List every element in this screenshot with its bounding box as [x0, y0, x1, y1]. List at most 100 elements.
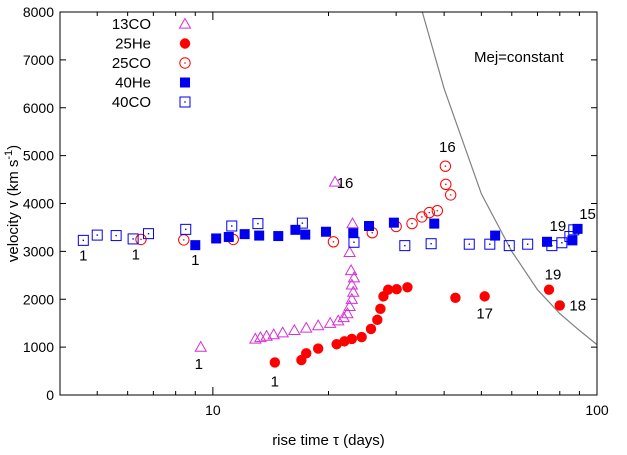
data-point: [194, 340, 208, 352]
data-point: [572, 223, 583, 234]
data-point: [375, 303, 386, 315]
tick-labels: 0 1000 2000 3000 4000 5000 6000 7000 8000 10 100: [23, 4, 609, 418]
data-point: [382, 284, 394, 295]
legend-marker-25CO: [179, 57, 191, 69]
data-point: [341, 307, 354, 319]
y-tick-label: 0: [46, 387, 54, 403]
data-point: [311, 319, 325, 331]
data-point: [416, 211, 428, 223]
point-annotations: 1 1 1 1 1 16 16 17 18 19 19 15: [79, 139, 596, 390]
data-point: [345, 292, 359, 304]
data-point: [239, 229, 250, 240]
series-13CO: [194, 175, 361, 352]
data-point: [323, 316, 337, 328]
data-point: [312, 343, 324, 354]
data-point: [300, 229, 311, 240]
point-annotation: 1: [132, 246, 140, 263]
series-25He: [269, 282, 565, 368]
series-40He: [190, 217, 583, 251]
legend-label-25CO: 25CO: [112, 55, 151, 72]
data-point: [343, 299, 356, 312]
data-point: [347, 271, 361, 283]
data-point: [276, 326, 290, 338]
data-point: [440, 178, 452, 191]
mej-constant-curve: [421, 12, 597, 346]
curve-label: Mej=constant: [474, 49, 564, 66]
data-point: [344, 264, 358, 276]
data-point: [346, 333, 358, 345]
data-point: [343, 245, 356, 257]
data-point: [463, 238, 475, 250]
data-point: [290, 224, 301, 235]
point-annotation: 1: [271, 373, 279, 390]
tick-marks: [60, 11, 598, 396]
legend-marker-13CO: [178, 17, 192, 29]
data-point: [320, 226, 331, 237]
mej-constant-line: [421, 12, 597, 346]
y-tick-label: 2000: [23, 291, 54, 307]
data-point: [346, 217, 359, 229]
data-point: [226, 220, 238, 232]
data-point: [110, 230, 122, 242]
data-point: [490, 230, 501, 241]
data-point: [564, 231, 576, 243]
data-point: [556, 237, 568, 249]
data-point: [252, 218, 264, 230]
data-point: [135, 233, 147, 246]
data-point: [301, 348, 312, 359]
legend-label-40He: 40He: [115, 75, 151, 92]
data-point: [77, 234, 89, 246]
y-tick-label: 4000: [23, 196, 54, 212]
data-point: [522, 238, 534, 250]
data-point: [260, 329, 273, 341]
point-annotation: 15: [579, 206, 596, 223]
data-point: [450, 292, 461, 304]
data-point: [391, 283, 402, 295]
x-axis-label: rise time τ (days): [272, 432, 385, 449]
data-point: [331, 314, 345, 326]
data-point: [127, 233, 139, 245]
data-point: [299, 321, 313, 333]
data-point: [423, 206, 436, 219]
y-tick-label: 6000: [23, 100, 54, 116]
point-annotation: 1: [191, 252, 199, 269]
data-point: [503, 240, 515, 252]
data-point: [267, 328, 281, 340]
point-annotation: 19: [550, 218, 567, 235]
x-tick-label: 10: [205, 402, 221, 418]
legend-label-25He: 25He: [115, 36, 151, 53]
x-tick-label: 100: [585, 402, 609, 418]
data-point: [248, 332, 262, 344]
data-point: [364, 221, 375, 232]
data-point: [143, 228, 155, 240]
series-40CO: [77, 217, 580, 252]
data-point: [180, 223, 192, 235]
data-point: [345, 278, 359, 290]
data-point: [296, 217, 308, 229]
data-points: [77, 160, 583, 368]
data-point: [429, 218, 440, 229]
data-point: [425, 238, 437, 250]
point-annotation: 1: [195, 356, 203, 373]
y-tick-label: 8000: [23, 4, 54, 20]
data-point: [388, 217, 399, 228]
point-annotation: 1: [79, 247, 87, 264]
data-point: [568, 224, 580, 236]
data-point: [406, 217, 418, 230]
data-point: [269, 357, 281, 368]
point-annotation: 19: [545, 267, 562, 284]
data-point: [365, 323, 377, 335]
data-point: [223, 232, 234, 243]
data-point: [337, 310, 351, 323]
legend-label-40CO: 40CO: [112, 94, 151, 111]
data-point: [91, 229, 103, 241]
data-point: [444, 189, 457, 201]
point-annotation: 16: [337, 175, 354, 192]
data-point: [328, 175, 342, 187]
data-point: [543, 284, 555, 295]
data-point: [402, 282, 413, 293]
point-annotation: 18: [569, 297, 586, 314]
data-point: [288, 323, 301, 335]
data-point: [254, 230, 265, 241]
data-point: [327, 236, 340, 248]
